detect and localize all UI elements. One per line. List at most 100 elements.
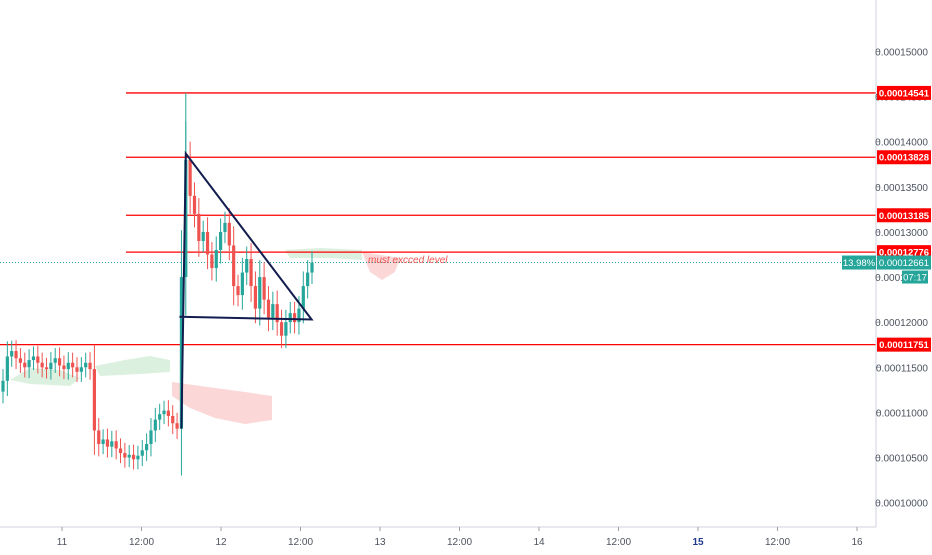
candle-body <box>253 286 258 309</box>
change-badge-bg <box>842 255 876 270</box>
level-label-bg <box>877 85 931 100</box>
candle-body <box>57 358 62 366</box>
y-tick-label: 0.00010000 <box>875 499 928 510</box>
y-tick-label: 0.00013000 <box>875 228 928 239</box>
candle-body <box>62 365 66 370</box>
candle-body <box>127 454 131 458</box>
last-price-label-bg <box>877 255 931 270</box>
candle-body <box>153 419 157 431</box>
candle-body <box>79 367 83 372</box>
candle-body <box>66 362 70 370</box>
last-price-label: 0.00012661 <box>879 258 929 269</box>
candle-body <box>75 367 79 372</box>
candle-body <box>40 362 44 368</box>
x-tick-label: 13 <box>374 537 386 548</box>
y-tick-label: 0.00013500 <box>875 183 928 194</box>
candle-body <box>197 213 201 241</box>
candles <box>1 92 314 476</box>
candle-body <box>219 231 223 250</box>
candle-body <box>36 356 40 363</box>
countdown-label: 07:17 <box>903 273 927 284</box>
level-label-bg <box>877 208 931 223</box>
y-tick-label: 0.00011500 <box>876 363 929 374</box>
x-tick-label: 15 <box>692 537 704 548</box>
candle-body <box>97 430 101 444</box>
x-tick-label: 12:00 <box>606 537 631 548</box>
candle-body <box>131 454 136 460</box>
candle-body <box>271 304 275 318</box>
candle-body <box>201 231 205 241</box>
cloud-green <box>285 248 362 260</box>
candle-body <box>214 249 218 269</box>
candle-body <box>10 351 14 357</box>
candle-body <box>14 351 18 359</box>
candle-body <box>232 245 236 287</box>
candle-body <box>31 356 36 361</box>
y-tick-label: 0.00012500 <box>875 273 928 284</box>
candle-body <box>149 430 153 444</box>
ichimoku-clouds <box>10 248 400 424</box>
level-label: 0.00011751 <box>879 340 929 351</box>
candle-body <box>236 286 240 296</box>
candle-body <box>101 439 105 444</box>
candle-body <box>188 159 192 196</box>
level-label-bg <box>877 150 931 165</box>
x-tick-label: 12 <box>215 537 227 548</box>
candle-body <box>175 423 179 429</box>
horizontal-levels[interactable] <box>0 92 876 346</box>
candle-body <box>297 308 301 323</box>
cloud-green <box>10 368 80 386</box>
candle-body <box>92 369 96 431</box>
cloud-red <box>172 382 272 424</box>
price-labels: 0.00014541 0.00013828 0.00013185 0.00012776… <box>842 85 931 352</box>
candle-body <box>105 439 110 447</box>
candle-body <box>110 441 114 447</box>
level-label: 0.00013185 <box>879 211 930 222</box>
candle-body <box>223 222 227 232</box>
y-tick-label: 0.00014000 <box>875 138 928 149</box>
x-tick-label: 11 <box>57 537 68 548</box>
level-label: 0.00013828 <box>879 153 929 164</box>
candle-body <box>227 222 231 246</box>
cloud-green <box>95 356 170 376</box>
candle-body <box>166 410 170 417</box>
y-tick-label: 0.00011000 <box>876 408 929 419</box>
annotation-text: must excced level <box>368 255 448 266</box>
candle-body <box>279 322 284 336</box>
cloud-red <box>362 252 400 280</box>
y-tick-label: 0.00012000 <box>875 318 928 329</box>
level-label: 0.00014541 <box>879 88 930 99</box>
candle-body <box>184 159 188 278</box>
candle-body <box>158 414 162 420</box>
candle-body <box>288 313 292 323</box>
candle-body <box>114 441 118 449</box>
candle-body <box>23 362 27 368</box>
level-label-bg <box>877 337 931 352</box>
candle-body <box>249 259 253 287</box>
candle-body <box>49 362 53 370</box>
candle-body <box>18 358 23 363</box>
triangle-pattern[interactable]: must excced level <box>179 150 448 429</box>
x-tick-label: 14 <box>533 537 545 548</box>
candle-body <box>266 299 271 318</box>
candle-body <box>205 231 210 255</box>
candle-body <box>53 358 57 363</box>
candle-body <box>71 362 75 368</box>
y-tick-label: 0.00010500 <box>875 454 928 465</box>
x-tick-label: 16 <box>851 537 863 548</box>
x-tick-label: 12:00 <box>447 537 472 548</box>
candle-body <box>5 356 9 381</box>
candle-body <box>179 277 184 429</box>
candle-body <box>88 362 92 370</box>
candle-body <box>301 286 305 309</box>
candle-body <box>310 262 314 273</box>
flag-triangle <box>179 150 314 429</box>
candle-body <box>210 254 214 269</box>
candle-body <box>258 277 262 309</box>
candle-body <box>162 410 166 415</box>
candle-body <box>306 272 310 287</box>
candle-body <box>245 259 249 273</box>
